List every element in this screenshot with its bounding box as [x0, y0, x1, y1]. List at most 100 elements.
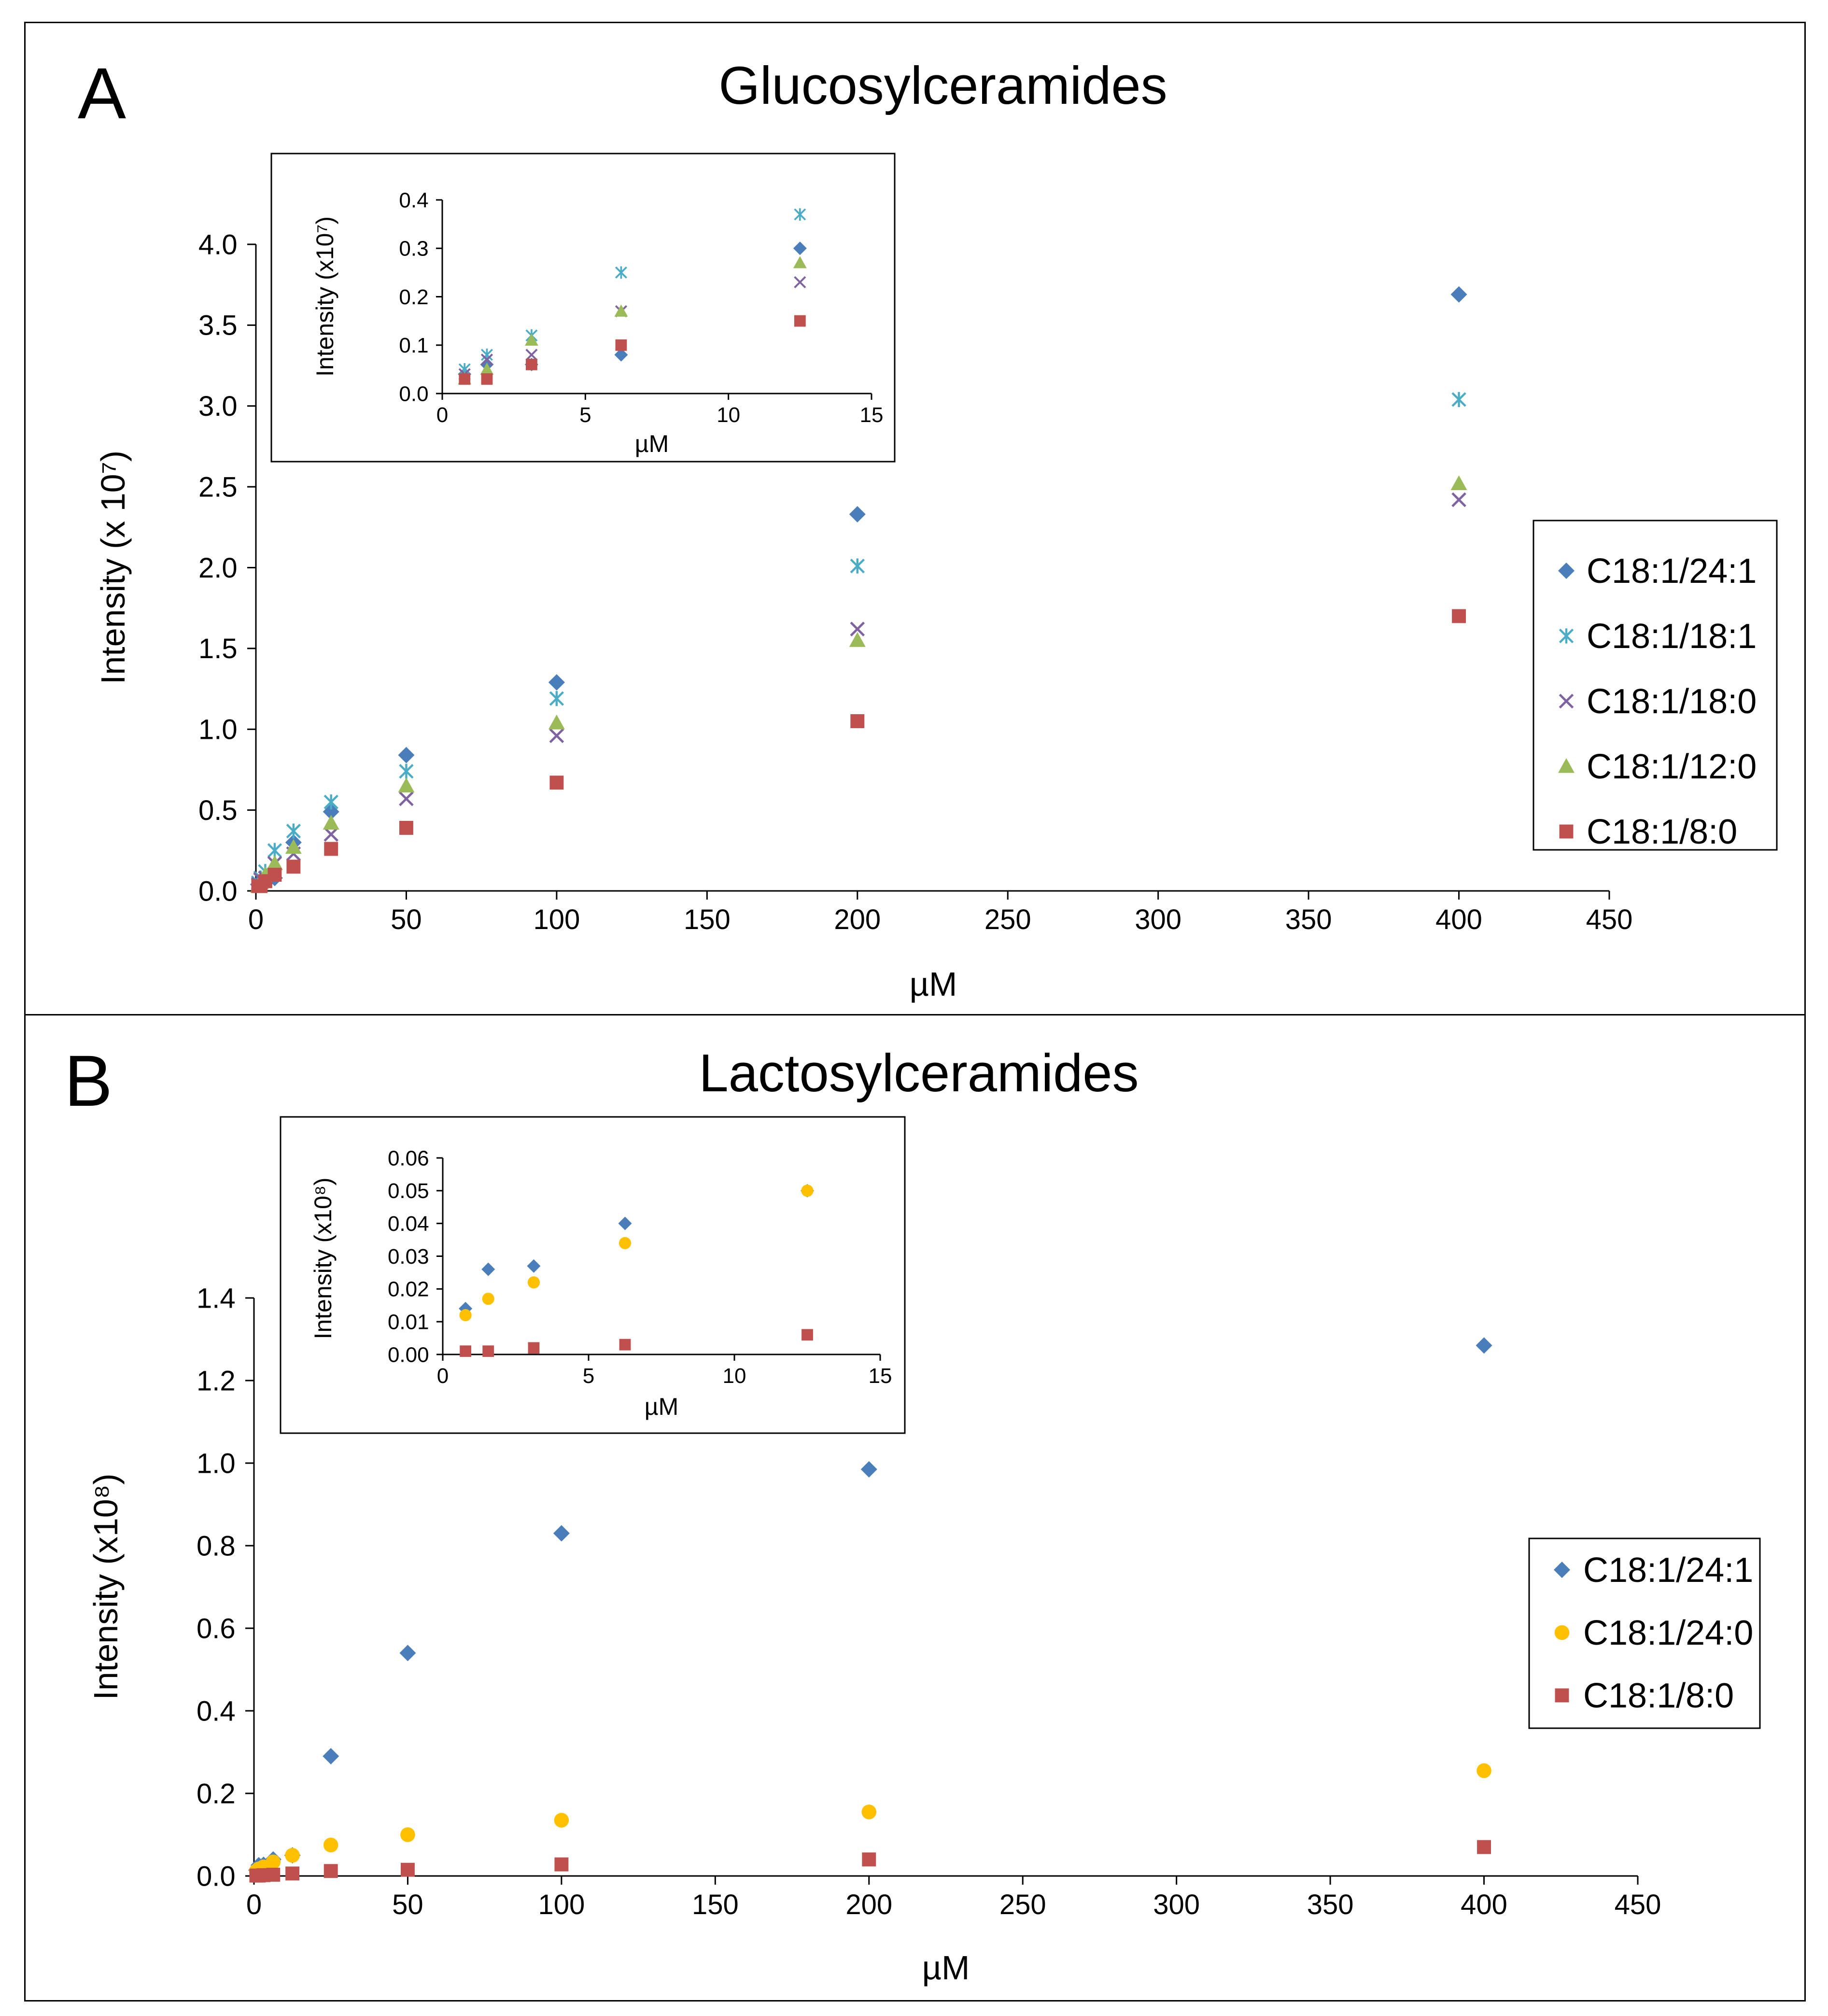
legend-item-c18-1-24-1: C18:1/24:1: [1554, 1551, 1753, 1590]
a-inset-plot: 0.0 0.1 0.2 0.3 0.4 0 5 10 15 µM Intensity (x10⁷): [270, 153, 896, 463]
data-point: [1451, 492, 1466, 508]
a-main-x-tick-label: 400: [1435, 904, 1482, 935]
data-point: [480, 353, 493, 366]
b-main-y-tick-label: 0.4: [197, 1695, 236, 1727]
b-main-y-tick-label: 1.4: [197, 1283, 236, 1314]
a-main-y-tick-label: 3.0: [198, 391, 238, 422]
legend-marker: [1559, 824, 1574, 839]
a-main-y-tick-label: 4.0: [198, 229, 238, 260]
data-point: [548, 674, 565, 691]
a-inset-y-axis-label: Intensity (x10⁷): [311, 216, 338, 377]
legend-marker: [1559, 693, 1574, 709]
lactosylceramides-chart: 0.00.20.40.60.81.01.21.40 50 100 150 200 250 3…: [87, 1116, 1761, 1987]
data-point: [793, 256, 807, 268]
data-point: [323, 815, 339, 830]
a-main-x-axis-label: µM: [910, 965, 957, 1003]
data-point: [400, 1862, 415, 1877]
a-main-x-tick-label: 300: [1135, 904, 1181, 935]
legend-item-c18-1-8-0: C18:1/8:0: [1559, 813, 1737, 851]
b-inset-y-tick-label: 0.02: [388, 1278, 429, 1301]
data-point: [266, 1867, 281, 1882]
data-point: [285, 1866, 300, 1881]
b-main-y-axis-label: Intensity (x10⁸): [87, 1473, 125, 1700]
a-main-y-tick-label: 1.0: [198, 714, 238, 746]
data-point: [399, 1645, 416, 1662]
b-main-x-tick-label: 150: [692, 1889, 739, 1920]
data-point: [849, 632, 866, 647]
data-point: [615, 266, 627, 279]
data-point: [527, 1276, 540, 1289]
data-point: [801, 1184, 814, 1197]
b-inset-plot: 0.00 0.01 0.02 0.03 0.04 0.05 0.06 0 5 10 15 µM Inte…: [280, 1116, 906, 1434]
a-main-legend: C18:1/24:1 C18:1/18:1 C18:1/18:0 C18:1/12:0…: [1533, 520, 1778, 851]
a-main-x-tick-label: 350: [1285, 904, 1332, 935]
legend-label: C18:1/24:1: [1583, 1551, 1753, 1590]
a-main-x-tick-label: 150: [684, 904, 731, 935]
a-inset-series-c18-1-8-0: [459, 315, 806, 385]
data-point: [619, 1339, 631, 1351]
data-point: [323, 1837, 338, 1853]
panel-b-letter: B: [64, 1040, 113, 1121]
a-main-y-tick-label: 2.0: [198, 552, 238, 584]
a-inset-x-tick-label: 10: [717, 403, 740, 427]
data-point: [850, 714, 865, 728]
panel-a-letter: A: [78, 53, 127, 134]
legend-item-c18-1-24-1: C18:1/24:1: [1558, 552, 1757, 591]
data-point: [553, 1525, 570, 1542]
data-point: [526, 358, 537, 370]
data-point: [482, 1345, 494, 1357]
data-point: [548, 714, 565, 730]
b-inset-series-c18-1-24-0: [459, 1184, 814, 1322]
data-point: [619, 1237, 632, 1249]
panel-b-title: Lactosylceramides: [699, 1043, 1139, 1103]
data-point: [399, 791, 414, 806]
data-point: [398, 747, 415, 763]
b-inset-x-tick-label: 0: [437, 1364, 449, 1388]
a-main-y-tick-label: 2.5: [198, 471, 238, 503]
legend-marker: [1558, 563, 1575, 579]
panel-a-title: Glucosylceramides: [718, 56, 1167, 115]
a-main-y-tick-label: 3.5: [198, 310, 238, 341]
a-main-x-tick-label: 50: [391, 904, 422, 935]
legend-label: C18:1/8:0: [1587, 813, 1737, 851]
legend-label: C18:1/24:0: [1583, 1614, 1753, 1652]
b-inset-x-tick-label: 10: [723, 1364, 746, 1388]
a-main-x-tick-label: 250: [984, 904, 1031, 935]
a-main-series-c18-1-8-0: [251, 609, 1466, 893]
a-main-y-tick-label: 0.0: [198, 875, 238, 907]
a-inset-frame: [270, 153, 896, 463]
panel-b: B Lactosylceramides 0.0 0.2 0.4 0.6 0.8 1.0 1.…: [24, 1014, 1806, 2002]
data-point: [528, 1342, 540, 1354]
data-point: [266, 855, 283, 870]
b-inset-y-tick-label: 0.06: [388, 1146, 429, 1170]
data-point: [459, 1309, 472, 1322]
b-main-series-c18-1-8-0: [249, 1840, 1491, 1883]
data-point: [524, 333, 538, 346]
data-point: [862, 1852, 876, 1867]
data-point: [1450, 286, 1467, 303]
data-point: [398, 777, 415, 793]
legend-label: C18:1/12:0: [1587, 747, 1757, 786]
glucosylceramides-chart: 0.00.51.01.52.02.53.03.54.00 50 100 150 200 2…: [94, 153, 1778, 1003]
data-point: [323, 1864, 338, 1878]
legend-marker: [1558, 758, 1575, 773]
data-point: [399, 820, 413, 835]
legend-item-c18-1-18-0: C18:1/18:0: [1559, 682, 1757, 721]
a-main-y-tick-label: 1.5: [198, 633, 238, 664]
a-main-x-tick-label: 200: [834, 904, 881, 935]
data-point: [549, 775, 564, 790]
data-point: [482, 1293, 494, 1305]
data-point: [549, 728, 564, 743]
b-main-x-tick-label: 300: [1153, 1889, 1200, 1920]
data-point: [850, 621, 865, 636]
data-point: [286, 823, 301, 839]
b-inset-x-tick-label: 15: [869, 1364, 892, 1388]
b-main-y-tick-label: 1.0: [197, 1448, 236, 1479]
data-point: [285, 1847, 300, 1863]
legend-label: C18:1/18:0: [1587, 682, 1757, 721]
data-point: [1450, 475, 1467, 491]
data-point: [793, 241, 807, 255]
a-inset-series-c18-1-12-0: [458, 256, 807, 385]
b-inset-x-axis-label: µM: [645, 1393, 678, 1420]
b-main-y-tick-label: 1.2: [197, 1365, 236, 1396]
